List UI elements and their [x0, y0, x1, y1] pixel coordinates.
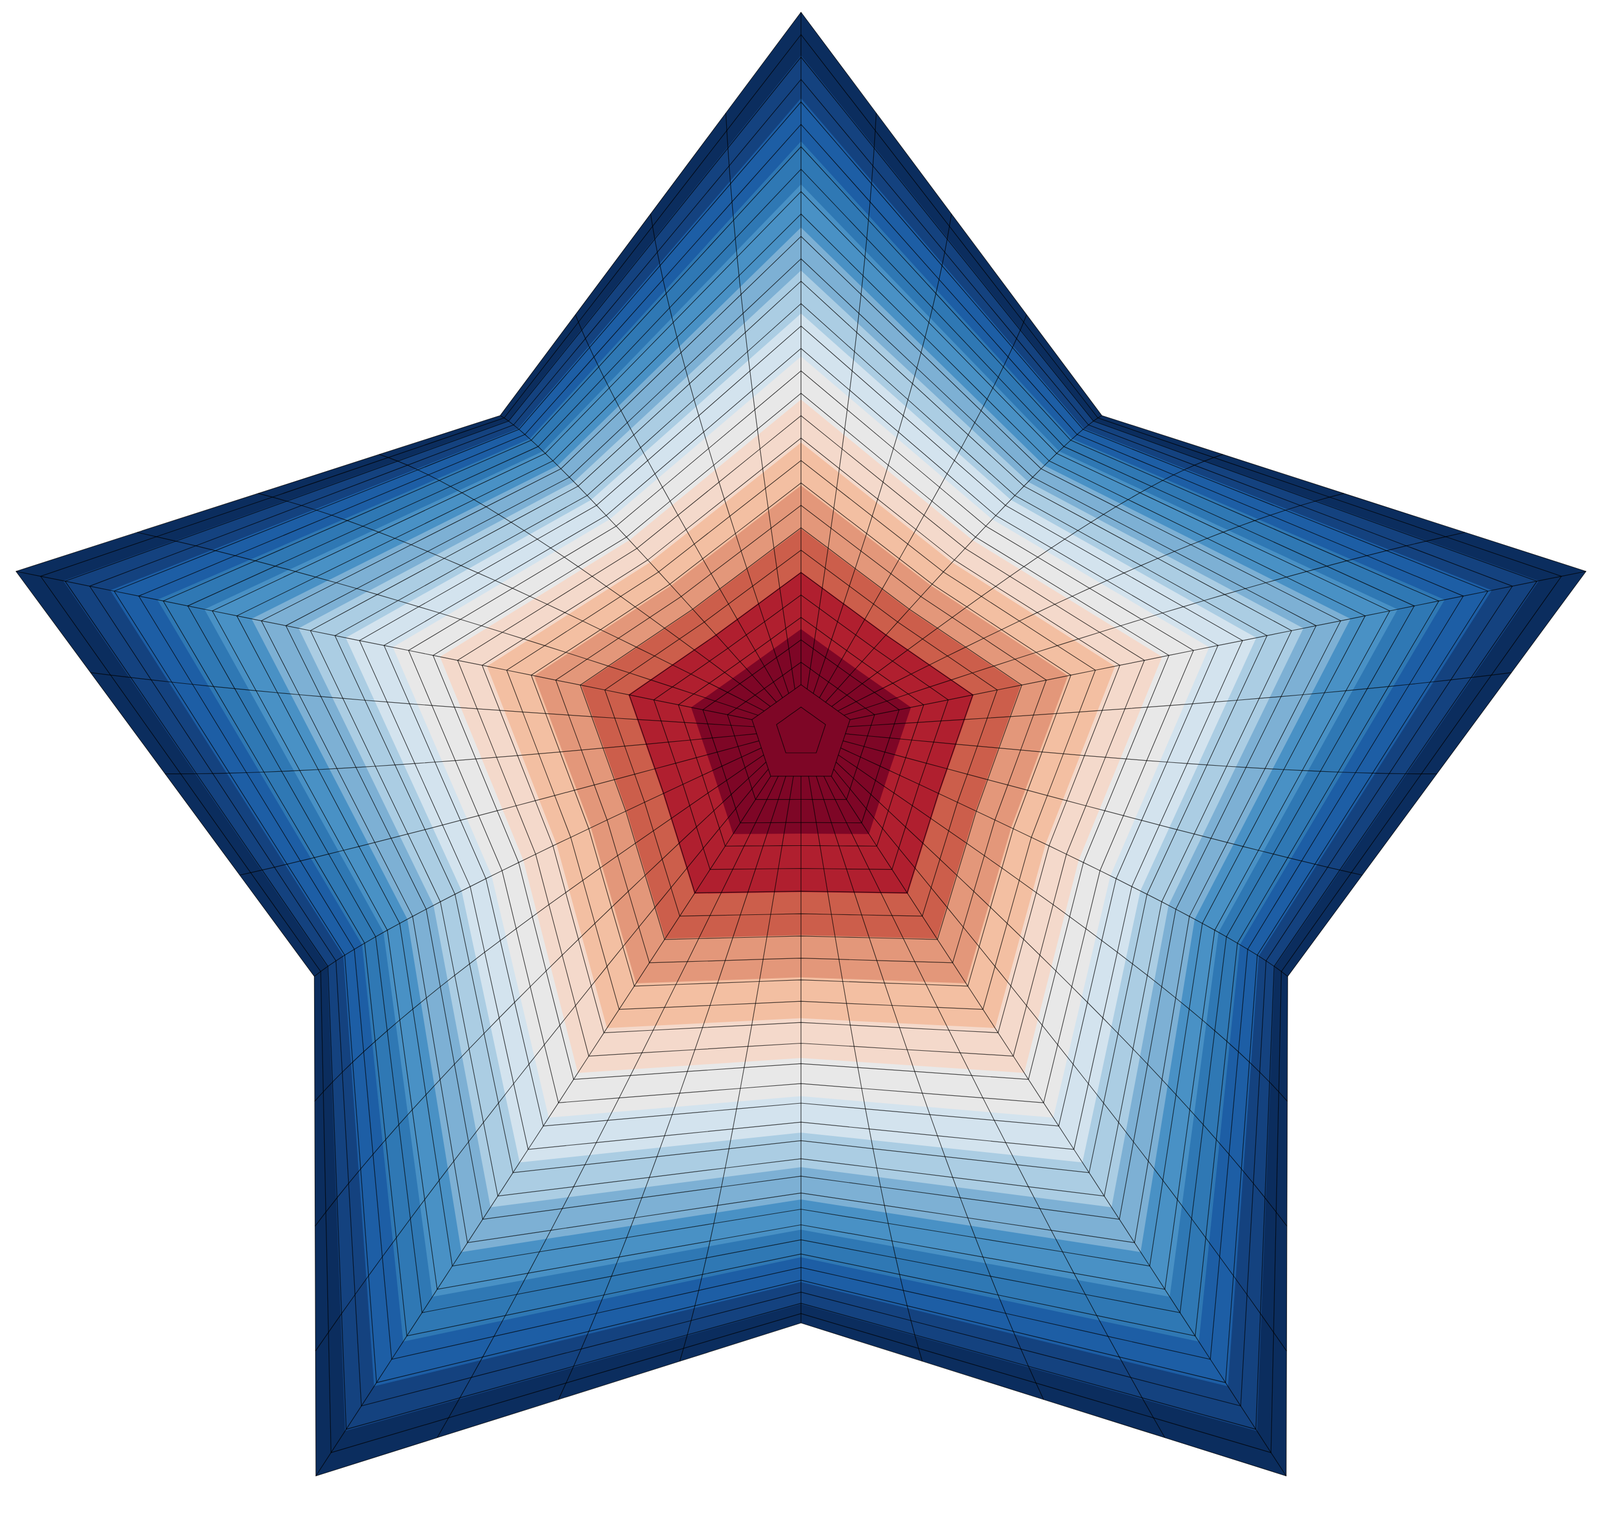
mesh-line	[650, 213, 789, 694]
mesh-line	[847, 672, 1512, 727]
mesh-line	[379, 454, 771, 707]
mesh-line	[437, 776, 779, 1438]
mesh-line	[806, 113, 877, 689]
mesh-line	[315, 762, 767, 1227]
mesh-line	[816, 776, 1044, 1400]
mesh	[16, 12, 1587, 1477]
contour-band	[16, 12, 1587, 1477]
mesh-line	[165, 734, 757, 775]
mesh-line	[840, 747, 1289, 977]
mesh-line	[240, 740, 760, 875]
mesh-line	[835, 762, 1288, 1227]
mesh-line	[314, 747, 762, 977]
mesh-line	[843, 740, 1363, 875]
mesh-line	[845, 734, 1437, 775]
chart-root	[0, 0, 1600, 1523]
mesh-line	[838, 755, 1288, 1102]
mesh-line	[800, 776, 802, 1324]
mesh-line	[16, 12, 1587, 1477]
mesh-line	[831, 776, 1287, 1477]
mesh-line	[751, 684, 850, 777]
mesh-line	[90, 672, 755, 727]
mesh-line	[679, 776, 794, 1362]
mesh-line	[315, 776, 771, 1477]
mesh-line	[776, 707, 826, 753]
mesh-line	[725, 113, 795, 689]
mesh-line	[500, 415, 777, 703]
contour-bands	[16, 12, 1587, 1477]
mesh-line	[575, 314, 783, 698]
mesh-line	[258, 493, 765, 712]
mesh-line	[808, 776, 923, 1362]
mesh-line	[16, 571, 752, 720]
mesh-line	[823, 776, 1166, 1438]
mesh-line	[800, 12, 802, 685]
mesh-line	[819, 314, 1027, 698]
mesh-line	[825, 415, 1102, 703]
mesh-line	[849, 571, 1586, 720]
mesh-line	[314, 755, 764, 1102]
mesh-line	[315, 769, 769, 1352]
mesh-line	[837, 493, 1344, 712]
mesh-line	[813, 213, 952, 694]
mesh-line	[831, 454, 1223, 707]
mesh-line	[558, 776, 786, 1400]
mesh-line	[833, 769, 1287, 1352]
chart	[0, 0, 1600, 1523]
